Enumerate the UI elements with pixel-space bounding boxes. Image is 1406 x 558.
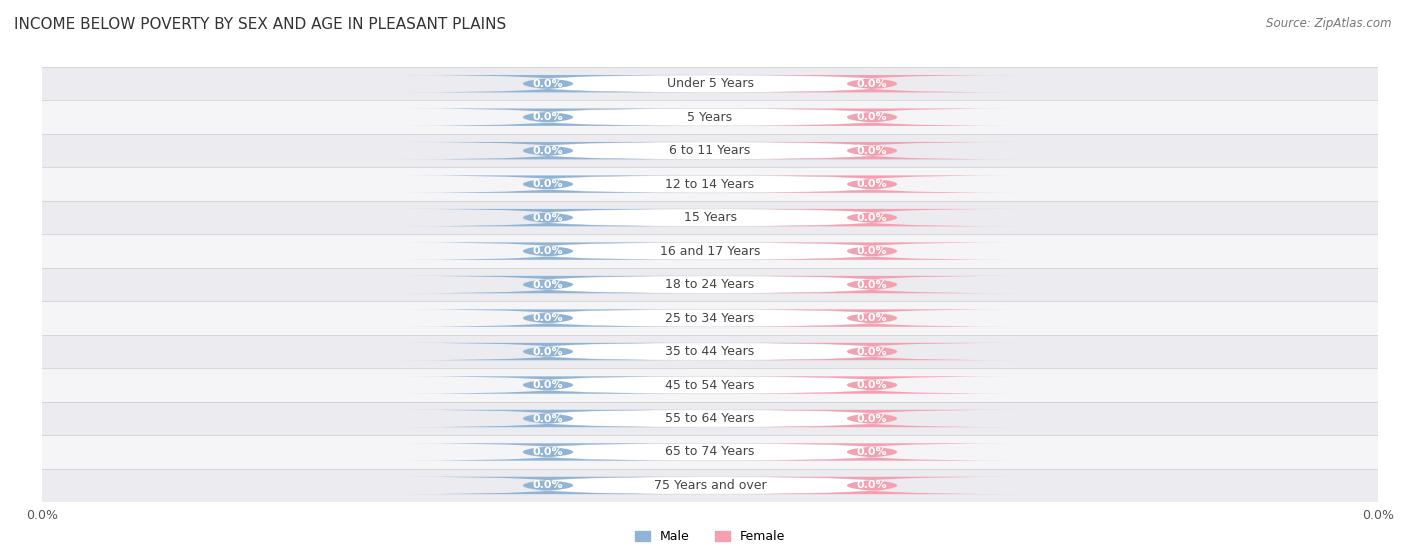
- Text: 65 to 74 Years: 65 to 74 Years: [665, 445, 755, 459]
- Text: 0.0%: 0.0%: [856, 313, 887, 323]
- FancyBboxPatch shape: [723, 343, 1021, 360]
- Text: 18 to 24 Years: 18 to 24 Years: [665, 278, 755, 291]
- FancyBboxPatch shape: [399, 410, 696, 427]
- FancyBboxPatch shape: [523, 443, 897, 461]
- Bar: [42, 234, 1378, 268]
- Text: 0.0%: 0.0%: [856, 213, 887, 223]
- Text: 12 to 14 Years: 12 to 14 Years: [665, 177, 755, 191]
- FancyBboxPatch shape: [399, 108, 696, 126]
- Bar: [42, 469, 1378, 502]
- FancyBboxPatch shape: [523, 209, 897, 227]
- Text: 0.0%: 0.0%: [533, 246, 564, 256]
- Text: 0.0%: 0.0%: [856, 146, 887, 156]
- Text: 0.0%: 0.0%: [533, 380, 564, 390]
- FancyBboxPatch shape: [399, 309, 696, 327]
- FancyBboxPatch shape: [523, 343, 897, 360]
- Text: 15 Years: 15 Years: [683, 211, 737, 224]
- FancyBboxPatch shape: [399, 376, 696, 394]
- FancyBboxPatch shape: [523, 309, 897, 327]
- Text: 0.0%: 0.0%: [533, 347, 564, 357]
- Text: 6 to 11 Years: 6 to 11 Years: [669, 144, 751, 157]
- Text: 0.0%: 0.0%: [533, 413, 564, 424]
- Text: 5 Years: 5 Years: [688, 110, 733, 124]
- FancyBboxPatch shape: [399, 175, 696, 193]
- Text: INCOME BELOW POVERTY BY SEX AND AGE IN PLEASANT PLAINS: INCOME BELOW POVERTY BY SEX AND AGE IN P…: [14, 17, 506, 32]
- FancyBboxPatch shape: [399, 209, 696, 227]
- Text: 0.0%: 0.0%: [856, 413, 887, 424]
- Text: 0.0%: 0.0%: [533, 146, 564, 156]
- Text: 0.0%: 0.0%: [533, 179, 564, 189]
- FancyBboxPatch shape: [523, 108, 897, 126]
- Bar: [42, 301, 1378, 335]
- FancyBboxPatch shape: [523, 175, 897, 193]
- Text: 0.0%: 0.0%: [856, 112, 887, 122]
- Text: 45 to 54 Years: 45 to 54 Years: [665, 378, 755, 392]
- FancyBboxPatch shape: [399, 443, 696, 461]
- Bar: [42, 167, 1378, 201]
- Text: 0.0%: 0.0%: [533, 447, 564, 457]
- Text: 55 to 64 Years: 55 to 64 Years: [665, 412, 755, 425]
- Text: 0.0%: 0.0%: [856, 380, 887, 390]
- Text: 25 to 34 Years: 25 to 34 Years: [665, 311, 755, 325]
- FancyBboxPatch shape: [723, 75, 1021, 93]
- FancyBboxPatch shape: [523, 242, 897, 260]
- FancyBboxPatch shape: [399, 75, 696, 93]
- FancyBboxPatch shape: [723, 209, 1021, 227]
- FancyBboxPatch shape: [523, 75, 897, 93]
- Bar: [42, 100, 1378, 134]
- Text: 0.0%: 0.0%: [856, 347, 887, 357]
- Text: 0.0%: 0.0%: [533, 480, 564, 490]
- Bar: [42, 67, 1378, 100]
- FancyBboxPatch shape: [523, 276, 897, 294]
- Text: 0.0%: 0.0%: [856, 79, 887, 89]
- Text: 0.0%: 0.0%: [856, 246, 887, 256]
- FancyBboxPatch shape: [723, 108, 1021, 126]
- FancyBboxPatch shape: [723, 242, 1021, 260]
- Text: 0.0%: 0.0%: [533, 112, 564, 122]
- FancyBboxPatch shape: [723, 443, 1021, 461]
- FancyBboxPatch shape: [399, 142, 696, 160]
- Text: 16 and 17 Years: 16 and 17 Years: [659, 244, 761, 258]
- Bar: [42, 402, 1378, 435]
- Text: 0.0%: 0.0%: [856, 447, 887, 457]
- Text: 0.0%: 0.0%: [533, 313, 564, 323]
- FancyBboxPatch shape: [399, 477, 696, 494]
- FancyBboxPatch shape: [723, 410, 1021, 427]
- FancyBboxPatch shape: [523, 142, 897, 160]
- FancyBboxPatch shape: [723, 142, 1021, 160]
- Bar: [42, 201, 1378, 234]
- Legend: Male, Female: Male, Female: [630, 525, 790, 548]
- FancyBboxPatch shape: [523, 477, 897, 494]
- FancyBboxPatch shape: [523, 410, 897, 427]
- Text: 0.0%: 0.0%: [533, 213, 564, 223]
- Text: 0.0%: 0.0%: [856, 179, 887, 189]
- Text: 75 Years and over: 75 Years and over: [654, 479, 766, 492]
- FancyBboxPatch shape: [723, 175, 1021, 193]
- FancyBboxPatch shape: [523, 376, 897, 394]
- Text: 0.0%: 0.0%: [856, 280, 887, 290]
- FancyBboxPatch shape: [723, 309, 1021, 327]
- Text: 0.0%: 0.0%: [533, 280, 564, 290]
- Text: 0.0%: 0.0%: [856, 480, 887, 490]
- Bar: [42, 134, 1378, 167]
- Bar: [42, 368, 1378, 402]
- Bar: [42, 335, 1378, 368]
- Text: Source: ZipAtlas.com: Source: ZipAtlas.com: [1267, 17, 1392, 30]
- FancyBboxPatch shape: [399, 242, 696, 260]
- FancyBboxPatch shape: [723, 376, 1021, 394]
- Bar: [42, 268, 1378, 301]
- FancyBboxPatch shape: [399, 343, 696, 360]
- Text: 0.0%: 0.0%: [533, 79, 564, 89]
- Bar: [42, 435, 1378, 469]
- FancyBboxPatch shape: [399, 276, 696, 294]
- Text: 35 to 44 Years: 35 to 44 Years: [665, 345, 755, 358]
- Text: Under 5 Years: Under 5 Years: [666, 77, 754, 90]
- FancyBboxPatch shape: [723, 477, 1021, 494]
- FancyBboxPatch shape: [723, 276, 1021, 294]
